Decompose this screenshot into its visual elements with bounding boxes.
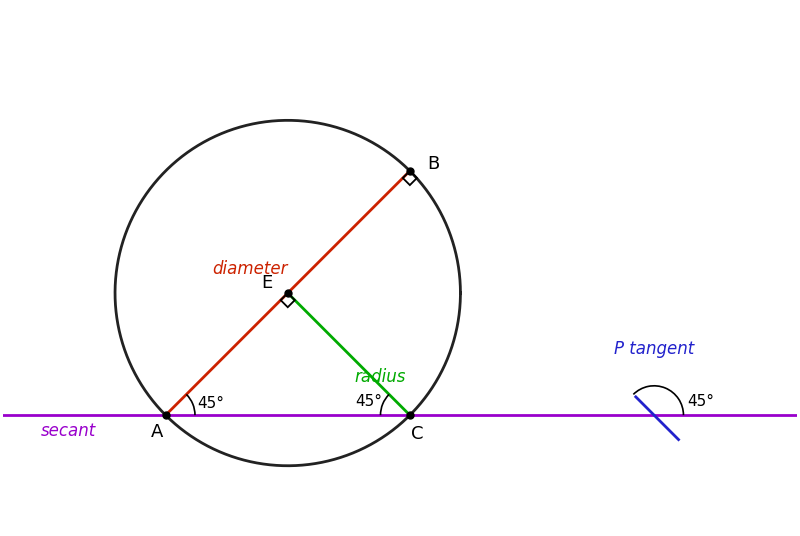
Text: radius: radius xyxy=(354,368,406,385)
Text: 45°: 45° xyxy=(687,394,714,409)
Text: secant: secant xyxy=(41,422,96,440)
Text: A: A xyxy=(150,423,163,442)
Text: P tangent: P tangent xyxy=(614,340,694,358)
Text: diameter: diameter xyxy=(212,260,287,278)
Text: E: E xyxy=(261,274,272,292)
Text: 45°: 45° xyxy=(355,394,382,409)
Text: C: C xyxy=(410,425,423,443)
Text: B: B xyxy=(427,155,439,173)
Text: 45°: 45° xyxy=(197,396,224,411)
